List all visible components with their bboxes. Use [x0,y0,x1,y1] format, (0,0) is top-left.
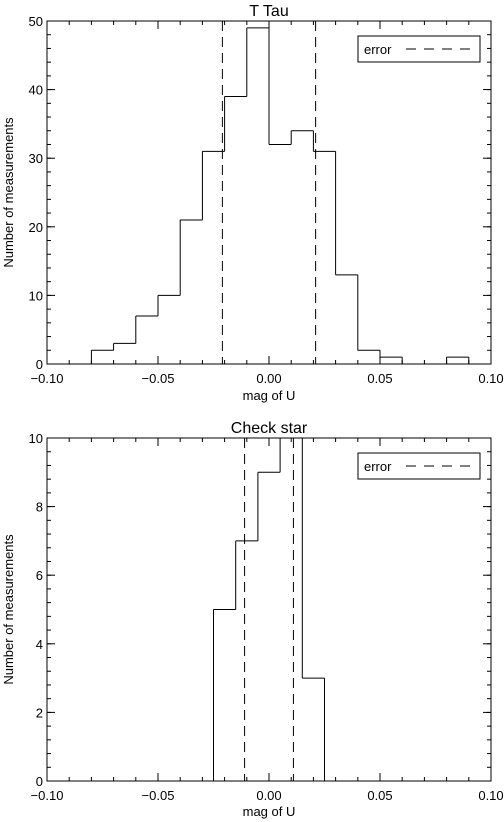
y-tick-label: 30 [29,151,43,166]
y-axis-label: Number of measurements [1,117,16,268]
histogram-bin [358,350,380,364]
histogram-bin [236,541,258,781]
histogram-bin [225,96,247,364]
x-tick-label: −0.05 [142,788,175,803]
x-tick-label: 0.10 [478,371,503,386]
chart-title: T Tau [249,3,288,20]
histogram-bin [114,343,136,364]
x-tick-label: −0.05 [142,371,175,386]
histogram-bin [214,610,236,782]
histogram-bin [91,350,113,364]
y-tick-label: 4 [36,637,43,652]
legend-box [357,452,481,480]
histogram-bin [202,151,224,364]
legend-label: error [364,459,392,474]
y-tick-label: 0 [36,774,43,789]
y-tick-label: 40 [29,83,43,98]
chart-title: Check star [231,420,308,437]
legend-box [357,35,481,63]
x-tick-label: −0.10 [31,371,64,386]
x-tick-label: 0.05 [367,788,392,803]
y-tick-label: 20 [29,220,43,235]
histogram-bin [136,316,158,364]
histogram-bin [258,472,280,781]
x-axis-label: mag of U [243,388,296,403]
histogram-bin [313,151,335,364]
histogram-bin [269,144,291,364]
y-tick-label: 10 [29,288,43,303]
histogram-bin [158,295,180,364]
x-tick-label: 0.00 [256,371,281,386]
x-tick-label: 0.00 [256,788,281,803]
y-tick-label: 6 [36,568,43,583]
histogram-bin [280,438,302,781]
histogram-bin [380,357,402,364]
y-tick-label: 50 [29,14,43,29]
histogram-bin [291,131,313,364]
y-axis-label: Number of measurements [1,534,16,685]
chart-panel-0: T Tau −0.10 −0.05 0.00 0.05 0.10 0 10 20 30 40 50 ma… [1,3,504,403]
histogram-bin [302,678,324,781]
y-tick-label: 8 [36,500,43,515]
y-tick-label: 2 [36,705,43,720]
plot-frame [46,437,492,782]
x-tick-label: 0.10 [478,788,503,803]
histogram-bin [447,357,469,364]
histogram-bin [336,275,358,364]
legend-label: error [364,42,392,57]
x-tick-label: 0.05 [367,371,392,386]
x-axis-label: mag of U [243,804,296,819]
histogram-bin [180,220,202,364]
chart-panel-1: Check star −0.10 −0.05 0.00 0.05 0.10 0 2 4 6 8 10 m… [1,420,504,819]
histogram-bin [247,28,269,364]
x-tick-label: −0.10 [31,788,64,803]
y-tick-label: 0 [36,357,43,372]
y-tick-label: 10 [29,431,43,446]
